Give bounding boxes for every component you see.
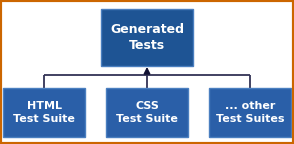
Text: ... other
Test Suites: ... other Test Suites bbox=[216, 101, 284, 124]
FancyBboxPatch shape bbox=[3, 88, 85, 137]
Text: HTML
Test Suite: HTML Test Suite bbox=[13, 101, 75, 124]
Text: CSS
Test Suite: CSS Test Suite bbox=[116, 101, 178, 124]
FancyBboxPatch shape bbox=[209, 88, 291, 137]
FancyBboxPatch shape bbox=[106, 88, 188, 137]
Text: Generated
Tests: Generated Tests bbox=[110, 23, 184, 52]
FancyBboxPatch shape bbox=[101, 9, 193, 66]
